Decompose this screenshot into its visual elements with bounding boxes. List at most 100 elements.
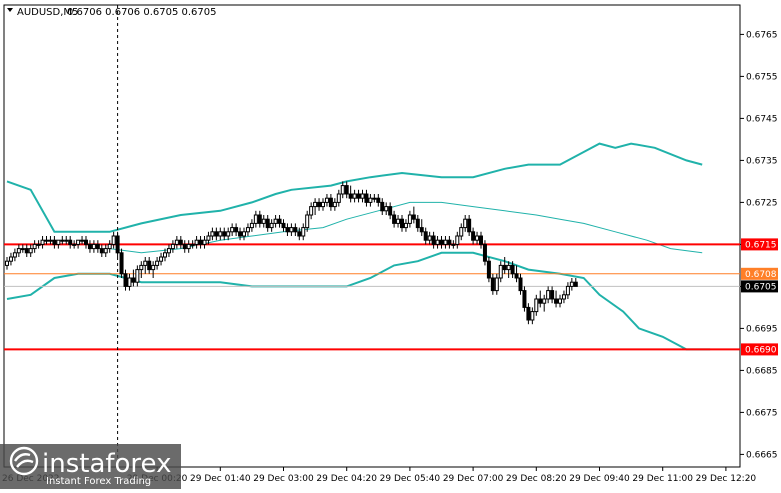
y-tick-label: 0.6675 <box>746 408 778 418</box>
candle-body <box>289 227 294 233</box>
candle <box>467 215 472 236</box>
dropdown-triangle-icon[interactable] <box>7 8 13 12</box>
candle-body <box>72 243 77 246</box>
candle <box>32 240 37 253</box>
candle <box>475 231 480 245</box>
candle-body <box>467 218 472 233</box>
candle-body <box>396 218 401 224</box>
candle-body <box>194 239 199 245</box>
candle <box>281 219 286 232</box>
candle-body <box>522 290 527 308</box>
candle-body <box>12 252 17 258</box>
candle-body <box>356 193 361 199</box>
candle <box>198 236 203 249</box>
candle <box>20 244 25 253</box>
candle-body <box>561 294 566 300</box>
candle <box>265 215 270 232</box>
candle-body <box>36 243 41 246</box>
candle-body <box>186 243 191 250</box>
candle-body <box>261 218 266 224</box>
candle-body <box>68 239 73 245</box>
candle-body <box>364 193 369 203</box>
candle <box>336 189 341 207</box>
candle-body <box>423 231 428 241</box>
candle <box>111 231 116 249</box>
candle <box>486 257 491 283</box>
candle <box>388 202 393 220</box>
price-tag-0-6705: 0.6705 <box>741 280 778 293</box>
candle <box>269 219 274 232</box>
candle-body <box>502 264 507 271</box>
candle <box>143 257 148 274</box>
candle-body <box>20 248 25 251</box>
candle <box>396 215 401 228</box>
candle-body <box>486 260 491 279</box>
candle <box>72 240 77 249</box>
candle <box>364 189 369 207</box>
candle-body <box>245 227 250 233</box>
candle-body <box>407 214 412 224</box>
candle-body <box>439 239 444 245</box>
candle <box>36 240 41 249</box>
candle-body <box>534 298 539 313</box>
candle-body <box>372 197 377 200</box>
candle-body <box>518 277 523 292</box>
candle <box>95 240 100 253</box>
candle <box>218 227 223 241</box>
candle <box>356 189 361 203</box>
candle <box>139 261 144 278</box>
candle-body <box>443 239 448 245</box>
candle-body <box>328 197 333 208</box>
candle <box>182 240 187 253</box>
candle <box>170 240 175 253</box>
candle-body <box>28 248 33 254</box>
instaforex-watermark: instaforex Instant Forex Trading <box>0 444 181 489</box>
candle <box>210 227 215 241</box>
candle-body <box>182 243 187 250</box>
candle <box>159 252 164 266</box>
candle <box>494 273 499 295</box>
candle <box>546 286 551 304</box>
price-tag-bg <box>741 343 778 356</box>
candle-body <box>317 201 322 208</box>
candle <box>40 236 45 249</box>
candle <box>91 240 96 253</box>
candle <box>99 244 104 257</box>
price-tag-0-6690: 0.6690 <box>741 343 778 356</box>
candle <box>479 231 483 249</box>
candle-body <box>95 243 100 250</box>
candle-body <box>360 193 365 199</box>
candle-body <box>170 243 175 250</box>
candle <box>155 257 160 270</box>
candle <box>309 202 314 220</box>
candle-body <box>80 239 85 242</box>
price-tag-label: 0.6715 <box>745 240 777 250</box>
candle <box>301 223 306 241</box>
candle <box>471 227 476 245</box>
candle-body <box>309 206 314 216</box>
candle <box>305 210 310 232</box>
candle-body <box>202 239 207 245</box>
candle <box>423 227 428 245</box>
candle <box>293 223 298 236</box>
candle <box>285 223 290 236</box>
x-tick-label: 29 Dec 01:40 <box>190 474 251 484</box>
candle <box>174 236 179 249</box>
candle-body <box>5 260 9 266</box>
candle <box>234 223 239 236</box>
candle <box>289 223 294 236</box>
candle-body <box>565 285 570 296</box>
candle-body <box>178 239 183 245</box>
x-tick-label: 29 Dec 05:40 <box>380 474 441 484</box>
x-tick-label: 29 Dec 07:00 <box>443 474 504 484</box>
candle <box>178 236 183 249</box>
candle-body <box>115 235 120 254</box>
bollinger-lower-band <box>6 251 711 351</box>
candle-body <box>230 227 235 233</box>
y-tick-label: 0.6735 <box>746 156 778 166</box>
candle <box>321 198 325 211</box>
candle-body <box>135 269 140 283</box>
candle-body <box>52 239 57 245</box>
candle <box>360 189 365 203</box>
